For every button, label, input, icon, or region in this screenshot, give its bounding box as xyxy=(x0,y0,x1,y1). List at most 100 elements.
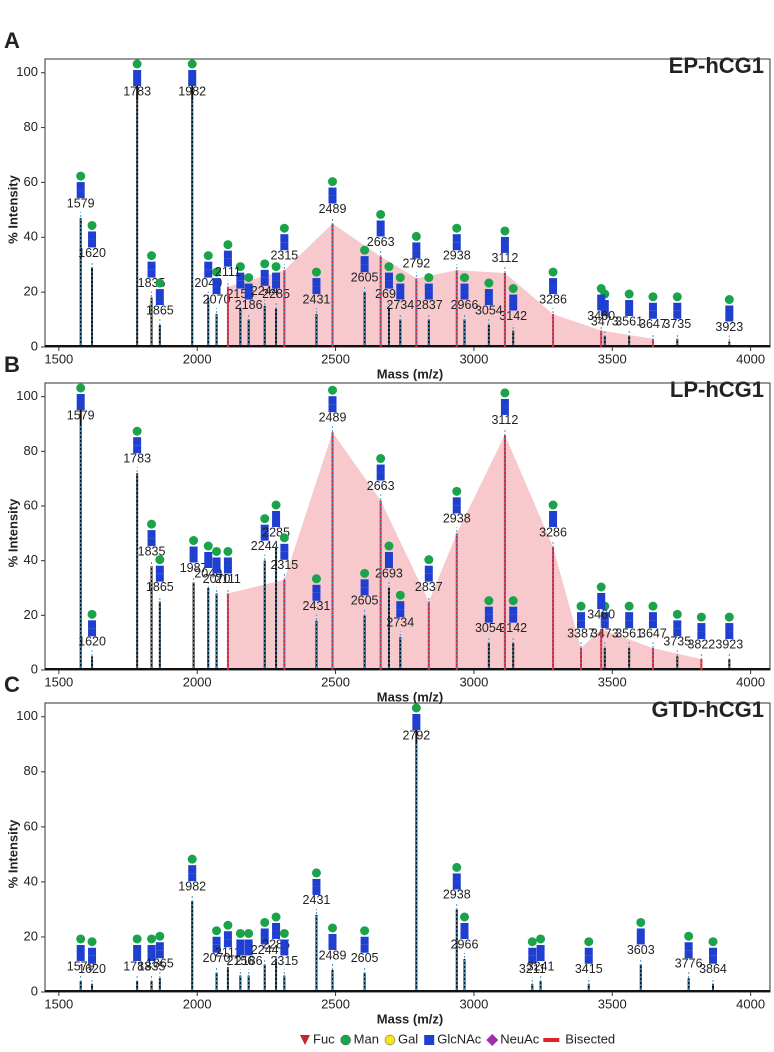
glycan-icon xyxy=(147,538,156,547)
peak-label: 2244 xyxy=(251,284,279,298)
y-tick-label: 60 xyxy=(24,818,38,833)
glycan-icon xyxy=(88,628,97,637)
glycan-icon xyxy=(280,551,289,560)
peak-label: 1835 xyxy=(138,959,166,973)
x-tick-label: 4000 xyxy=(736,674,765,689)
glycan-icon xyxy=(452,862,462,872)
glycan-icon xyxy=(223,240,233,250)
peak-label: 2693 xyxy=(375,287,403,301)
x-tick-label: 3000 xyxy=(459,674,488,689)
glycan-icon xyxy=(187,59,197,69)
glycan-icon xyxy=(460,912,470,922)
glycan-icon xyxy=(312,886,321,895)
glycan-icon xyxy=(412,242,421,251)
glycan-icon xyxy=(328,396,337,405)
y-tick-label: 80 xyxy=(24,119,38,134)
peak-label: 3054 xyxy=(475,303,503,317)
glycan-icon xyxy=(188,873,197,882)
glycan-icon xyxy=(133,70,142,78)
peak-label: 2111 xyxy=(215,265,241,279)
glycan-icon xyxy=(648,302,657,311)
peak-label: 2070 xyxy=(203,951,231,965)
glycan-icon xyxy=(311,267,321,277)
glycan-icon xyxy=(384,262,394,272)
glycan-icon xyxy=(189,554,198,563)
peak-label: 2663 xyxy=(367,479,395,493)
glycan-icon xyxy=(236,272,245,281)
glycan-icon xyxy=(484,606,493,615)
glycan-icon xyxy=(597,294,606,303)
glycan-icon xyxy=(260,917,270,927)
peak-label: 3142 xyxy=(499,621,527,635)
peak-label: 3561 xyxy=(615,626,643,640)
x-tick-label: 2000 xyxy=(183,674,212,689)
glycan-icon xyxy=(596,582,606,592)
peak-label: 3460 xyxy=(587,607,615,621)
glycan-icon xyxy=(360,579,369,588)
peak-label: 2734 xyxy=(386,298,414,312)
glycan-icon xyxy=(509,294,518,303)
glycan-icon xyxy=(236,939,245,948)
glycan-icon xyxy=(271,912,281,922)
glycan-icon xyxy=(271,262,281,272)
legend-label: Fuc xyxy=(313,1031,335,1046)
glycan-icon xyxy=(260,269,269,278)
glycan-icon xyxy=(528,955,537,964)
glycan-icon xyxy=(548,500,558,510)
peak-label: 2315 xyxy=(270,954,298,968)
peak-label: 1982 xyxy=(178,879,206,893)
glycan-icon xyxy=(549,278,558,287)
y-tick-label: 20 xyxy=(24,284,38,299)
panel-label: B xyxy=(4,352,20,377)
glycan-icon xyxy=(212,286,221,295)
glycan-icon xyxy=(76,944,85,953)
glycan-icon xyxy=(376,464,385,473)
peak-label: 1620 xyxy=(78,635,106,649)
glycan-icon xyxy=(424,555,434,565)
glycan-icon xyxy=(311,574,321,584)
glycan-icon xyxy=(549,286,558,295)
glycan-icon xyxy=(460,922,469,931)
glycan-icon xyxy=(235,262,245,272)
glycan-icon xyxy=(244,283,253,292)
y-tick-label: 60 xyxy=(24,174,38,189)
x-tick-label: 4000 xyxy=(736,996,765,1011)
glycan-icon xyxy=(484,614,493,623)
glycan-icon xyxy=(279,533,289,543)
peak-label: 2938 xyxy=(443,512,471,526)
glycan-icon xyxy=(223,557,232,566)
glycan-icon xyxy=(280,939,289,948)
peak-label: 3735 xyxy=(663,635,691,649)
peak-label: 3473 xyxy=(591,626,619,640)
y-tick-label: 60 xyxy=(24,497,38,512)
x-tick-label: 2000 xyxy=(183,996,212,1011)
peak-label: 3241 xyxy=(527,959,555,973)
bisected-envelope xyxy=(227,223,653,347)
glycan-icon xyxy=(133,944,142,953)
peak-label: 1783 xyxy=(123,451,151,465)
glycan-icon xyxy=(76,934,86,944)
glycan-icon xyxy=(223,250,232,259)
y-tick-label: 0 xyxy=(31,983,38,998)
glycan-icon xyxy=(725,623,734,632)
peak-label: 2605 xyxy=(351,951,379,965)
glycan-icon xyxy=(452,881,461,890)
peak-label: 2315 xyxy=(270,248,298,262)
glycan-icon xyxy=(484,596,494,606)
glycan-icon xyxy=(204,261,213,270)
peak-label: 1835 xyxy=(138,544,166,558)
peak-label: 3387 xyxy=(567,626,595,640)
glycan-icon xyxy=(260,928,269,937)
peak-label: 2285 xyxy=(262,287,290,301)
glycan-icon xyxy=(76,190,85,199)
glycan-icon xyxy=(508,596,518,606)
glycan-icon xyxy=(376,472,385,481)
peak-label: 2111 xyxy=(215,946,241,960)
glycan-icon xyxy=(684,942,693,951)
peak-label: 1987 xyxy=(180,561,208,575)
glycan-icon xyxy=(484,297,493,306)
peak-label: 2938 xyxy=(443,248,471,262)
y-tick-label: 100 xyxy=(16,708,38,723)
glycan-icon xyxy=(584,937,594,947)
glycan-icon xyxy=(272,930,281,939)
